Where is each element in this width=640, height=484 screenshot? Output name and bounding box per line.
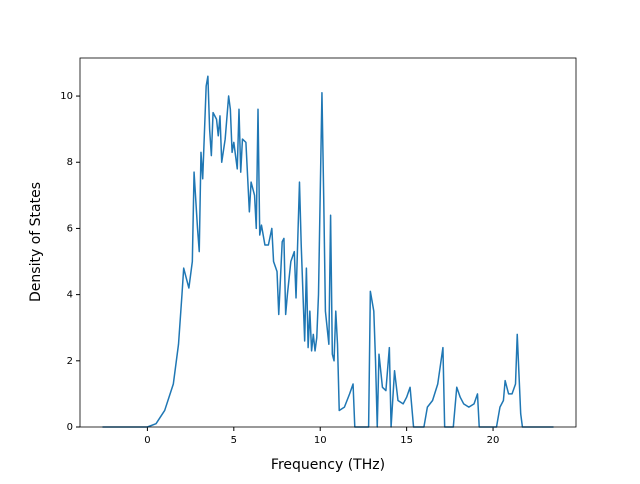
x-axis-label: Frequency (THz) xyxy=(271,457,385,473)
x-tick-label: 15 xyxy=(400,435,413,446)
y-tick-label: 6 xyxy=(67,223,73,234)
y-tick-label: 8 xyxy=(67,157,73,168)
x-tick-label: 5 xyxy=(231,435,237,446)
y-tick-label: 0 xyxy=(67,422,73,433)
data-line xyxy=(102,75,554,428)
y-tick-label: 10 xyxy=(60,91,73,102)
y-tick-label: 2 xyxy=(67,356,73,367)
y-axis-label: Density of States xyxy=(28,182,44,302)
x-tick-label: 0 xyxy=(144,435,150,446)
x-tick-label: 20 xyxy=(487,435,500,446)
x-tick-label: 10 xyxy=(314,435,327,446)
y-tick-label: 4 xyxy=(67,290,73,301)
plot-frame xyxy=(79,57,577,428)
